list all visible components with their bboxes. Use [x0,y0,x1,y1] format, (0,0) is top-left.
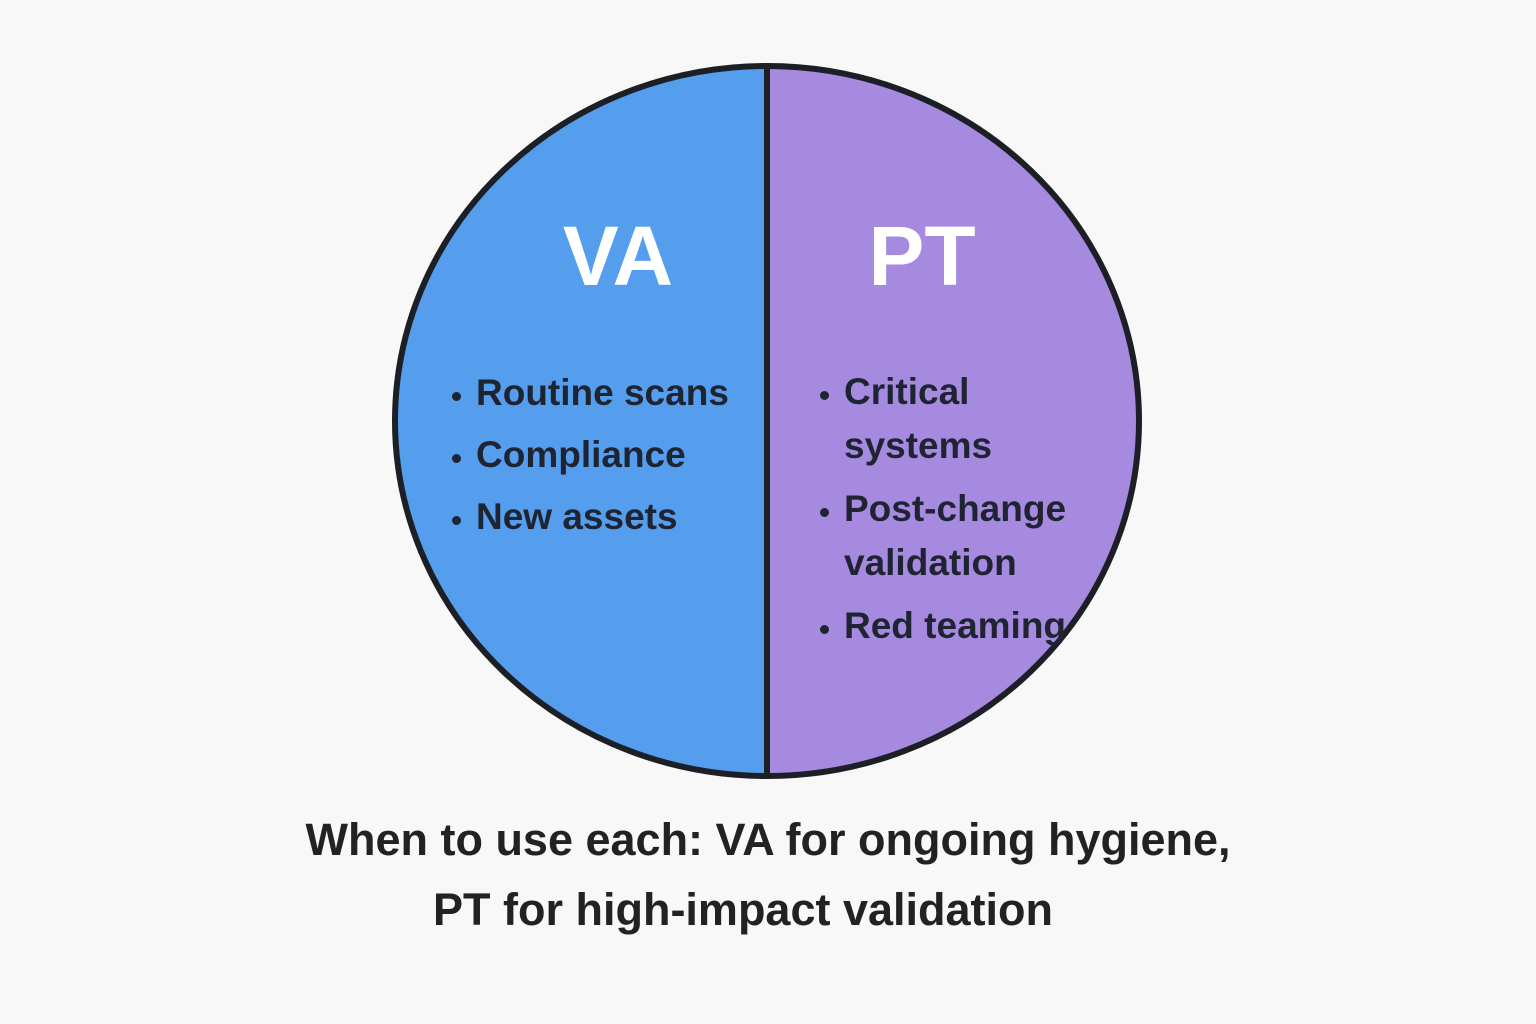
right-list: Critical systemsPost-change validation Re… [814,365,1109,662]
list-item: Post-change validation [844,482,1109,590]
list-item: Compliance [476,427,796,482]
left-list: Routine scans Compliance New assets [446,365,796,551]
list-item: Red teaming [844,599,1109,653]
list-item: Critical systems [844,365,1109,473]
list-item: New assets [476,489,796,544]
right-title: PT [868,209,976,303]
left-title: VA [562,209,674,303]
caption-line: When to use each: VA for ongoing hygiene… [305,814,1231,865]
list-item: Routine scans [476,365,796,420]
caption-line: PT for high-impact validation [432,884,1054,935]
